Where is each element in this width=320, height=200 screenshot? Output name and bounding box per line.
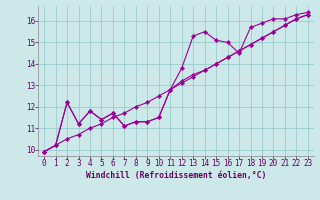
X-axis label: Windchill (Refroidissement éolien,°C): Windchill (Refroidissement éolien,°C) [86,171,266,180]
